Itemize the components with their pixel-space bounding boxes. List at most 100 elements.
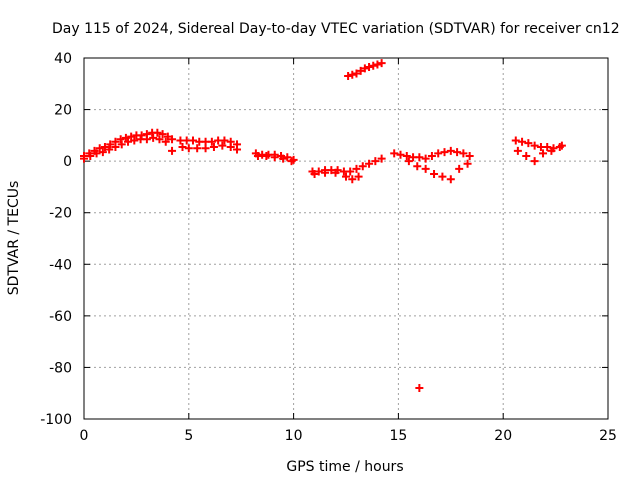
y-tick-label: -40 — [49, 257, 72, 273]
data-point — [283, 153, 292, 162]
data-point — [155, 135, 164, 144]
data-point — [117, 140, 126, 149]
data-point — [360, 64, 369, 73]
data-point — [314, 167, 323, 176]
data-point — [543, 142, 552, 151]
data-point — [511, 136, 520, 145]
data-point — [153, 128, 162, 137]
data-point — [352, 69, 361, 78]
data-point — [98, 148, 107, 157]
data-point — [92, 149, 101, 158]
y-tick-label: 20 — [54, 103, 72, 119]
data-points — [80, 59, 566, 393]
data-point — [106, 140, 115, 149]
data-point — [188, 136, 197, 145]
data-point — [522, 151, 531, 160]
data-point — [365, 63, 374, 72]
data-point — [421, 154, 430, 163]
data-point — [142, 135, 151, 144]
data-point — [396, 150, 405, 159]
data-point — [530, 157, 539, 166]
data-point — [455, 164, 464, 173]
data-point — [310, 170, 319, 179]
data-point — [124, 137, 133, 146]
x-tick-label: 20 — [494, 428, 512, 444]
y-tick-label: -60 — [49, 309, 72, 325]
data-point — [253, 151, 262, 160]
series-segment-15-18 — [390, 146, 474, 184]
data-point — [158, 130, 167, 139]
data-point — [116, 135, 125, 144]
y-tick-label: 0 — [63, 154, 72, 170]
data-point — [111, 142, 120, 151]
data-point — [279, 154, 288, 163]
y-tick-label: 40 — [54, 51, 72, 67]
x-tick-label: 15 — [389, 428, 407, 444]
data-point — [421, 164, 430, 173]
data-point — [413, 162, 422, 171]
series-segment-8-10 — [251, 149, 298, 166]
data-point — [524, 139, 533, 148]
grid-lines — [84, 58, 608, 419]
data-point — [149, 133, 158, 142]
data-point — [465, 151, 474, 160]
data-point — [446, 175, 455, 184]
data-point — [358, 162, 367, 171]
data-point — [287, 157, 296, 166]
data-point — [557, 141, 566, 150]
data-point — [430, 170, 439, 179]
series-segment-upper — [344, 59, 386, 81]
data-point — [453, 148, 462, 157]
data-point — [547, 146, 556, 155]
series-main-trend-lower — [80, 133, 177, 163]
y-axis-label: SDTVAR / TECUs — [6, 181, 22, 296]
data-point — [459, 149, 468, 158]
data-point — [415, 153, 424, 162]
data-point — [369, 61, 378, 70]
data-point — [373, 60, 382, 69]
data-point — [415, 384, 424, 393]
data-point — [530, 141, 539, 150]
data-point — [233, 145, 242, 154]
data-point — [346, 167, 355, 176]
data-point — [218, 141, 227, 150]
data-point — [390, 149, 399, 158]
data-point — [86, 151, 95, 160]
series-outlier — [415, 384, 424, 393]
data-point — [105, 145, 114, 154]
axis-ticks: 0 5 10 15 20 25 -100 -80 -60 -40 -20 0 20 40 — [40, 51, 617, 444]
data-point — [168, 135, 177, 144]
data-point — [539, 149, 548, 158]
data-point — [168, 146, 177, 155]
data-point — [438, 172, 447, 181]
data-point — [348, 175, 357, 184]
data-point — [331, 168, 340, 177]
data-point — [342, 172, 350, 181]
data-point — [80, 154, 88, 163]
series-segment-11-14 — [308, 154, 386, 184]
data-point — [193, 144, 202, 153]
data-point — [137, 131, 146, 140]
data-point — [427, 151, 436, 160]
data-point — [513, 146, 522, 155]
data-point — [201, 144, 210, 153]
data-point — [402, 151, 411, 160]
data-point — [178, 142, 187, 151]
data-point — [371, 157, 380, 166]
data-point — [262, 151, 271, 160]
data-point — [354, 172, 363, 181]
x-tick-label: 0 — [80, 428, 89, 444]
plot-frame — [83, 57, 609, 420]
data-point — [404, 157, 413, 166]
data-point — [463, 159, 472, 168]
y-tick-label: -20 — [49, 206, 72, 222]
data-point — [130, 136, 139, 145]
data-point — [434, 149, 443, 158]
data-point — [377, 154, 386, 163]
x-tick-label: 25 — [599, 428, 617, 444]
data-point — [161, 137, 170, 146]
data-point — [440, 148, 449, 157]
y-tick-label: -100 — [40, 412, 72, 428]
data-point — [270, 153, 279, 162]
x-tick-label: 5 — [184, 428, 193, 444]
